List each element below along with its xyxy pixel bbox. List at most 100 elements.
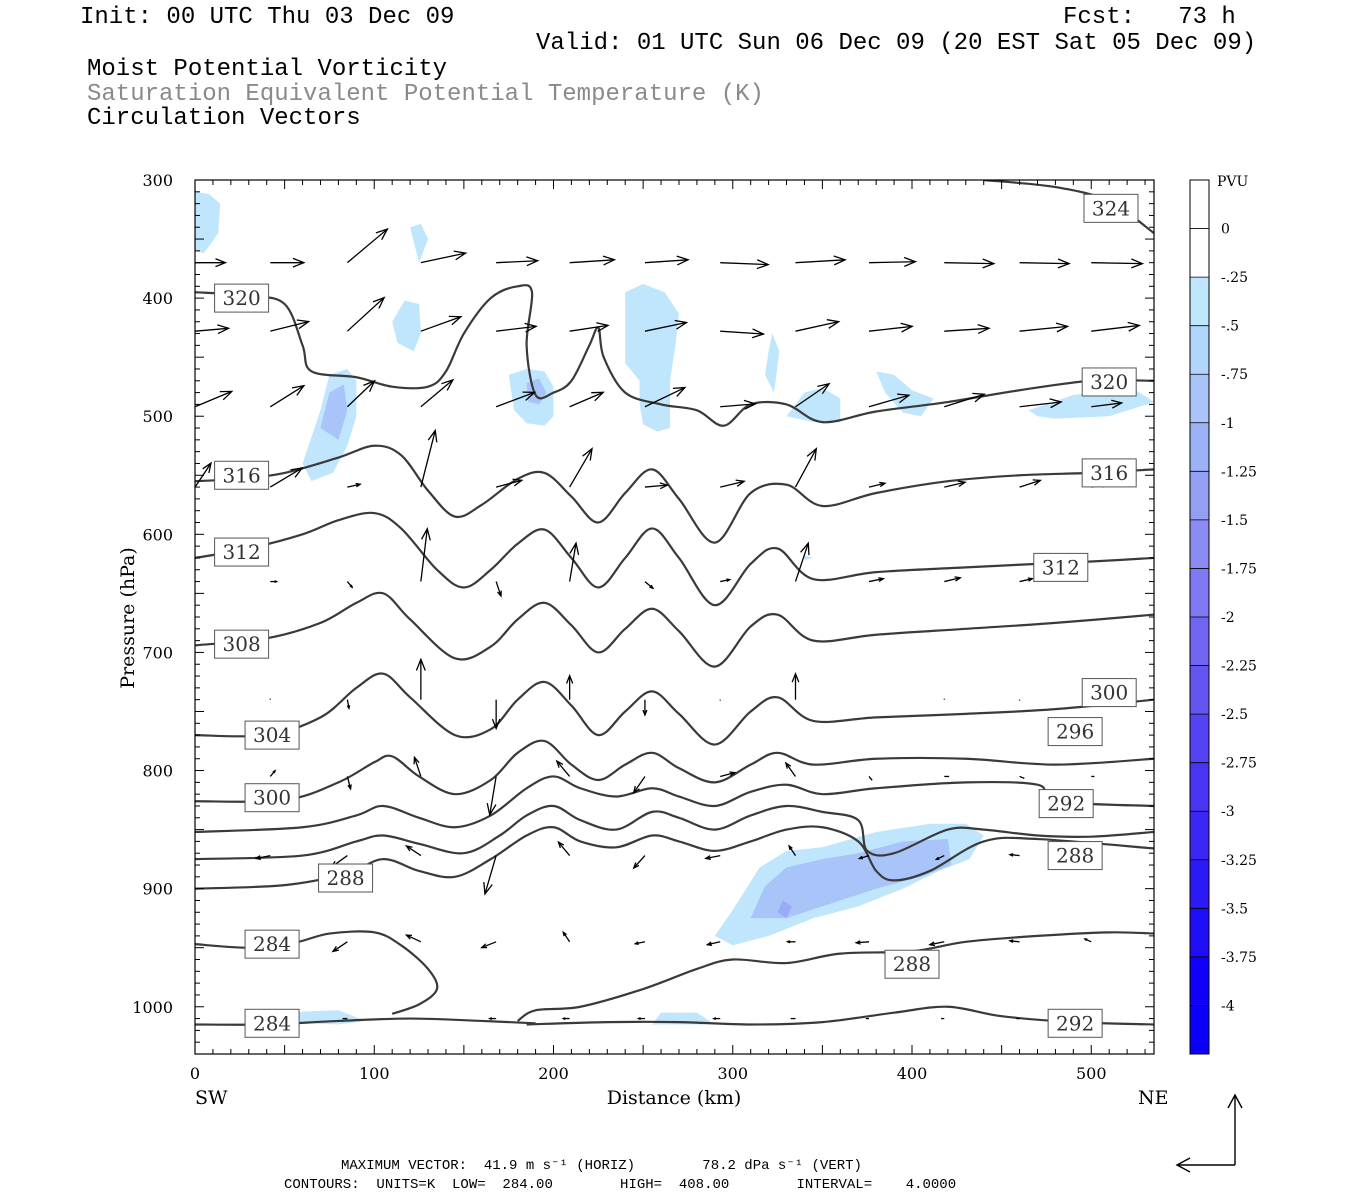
colorbar-tick-label: -3.75 [1221, 950, 1257, 966]
y-tick-label: 800 [142, 762, 173, 781]
circulation-vector [569, 391, 605, 408]
circulation-vector [1019, 577, 1035, 583]
circulation-vector [720, 578, 732, 583]
valid-time: Valid: 01 UTC Sun 06 Dec 09 (20 EST Sat … [536, 30, 1257, 57]
circulation-vector [1019, 258, 1071, 269]
circulation-vector [644, 581, 655, 590]
circulation-vector [269, 384, 306, 408]
circulation-vector [555, 759, 571, 777]
circulation-vector [413, 755, 422, 777]
circulation-vector [569, 447, 593, 488]
circulation-vector [331, 941, 348, 953]
pv-shade-region [750, 839, 952, 919]
circulation-vector [944, 480, 967, 488]
init-time: Init: 00 UTC Thu 03 Dec 09 [80, 4, 455, 31]
circulation-vector [496, 322, 538, 333]
svg-text:316: 316 [223, 463, 261, 487]
y-tick-label: 400 [142, 289, 173, 308]
colorbar-swatch [1190, 665, 1209, 715]
circulation-vector [420, 250, 468, 264]
colorbar-tick-label: -1 [1221, 416, 1235, 432]
x-tick-label: 200 [538, 1064, 569, 1083]
pv-shade-region [392, 300, 421, 352]
circulation-vector [346, 379, 376, 408]
colorbar-swatch [1190, 956, 1209, 1006]
circulation-vector [720, 479, 746, 488]
colorbar-swatch [1190, 617, 1209, 666]
svg-text:284: 284 [253, 932, 291, 956]
circulation-vector [784, 761, 797, 777]
circulation-vector [486, 776, 497, 817]
pv-colorbar: 0 -.25 -.5 -.75 -1 -1.25 -1.5 -1.75 -2 -2.25 -2.5 -… [1189, 179, 1257, 1055]
svg-text:312: 312 [223, 540, 261, 564]
svg-text:320: 320 [1090, 370, 1128, 394]
svg-text:300: 300 [253, 786, 291, 810]
pv-shade-region [777, 900, 792, 919]
circulation-vector [636, 1017, 645, 1020]
colorbar-tick-label: -2 [1221, 610, 1235, 626]
theta-contour-292 [195, 804, 1154, 861]
circulation-vector [704, 854, 721, 861]
circulation-vector [642, 699, 648, 717]
circulation-vector [944, 258, 996, 269]
circulation-vector [568, 541, 580, 582]
circulation-vector [1019, 775, 1025, 779]
circulation-vector [420, 315, 463, 332]
colorbar-swatch [1190, 568, 1209, 617]
circulation-vector [712, 1017, 721, 1020]
circulation-vector [1008, 939, 1020, 943]
circulation-vector [1019, 322, 1070, 333]
circulation-vector [491, 699, 501, 731]
svg-text:312: 312 [1042, 555, 1080, 579]
circulation-vector [569, 255, 617, 266]
contour-label: 324 [1083, 193, 1139, 223]
colorbar-swatch [1190, 374, 1209, 423]
pv-shade-region [786, 387, 841, 423]
contour-label: 296 [1047, 717, 1103, 747]
contour-label: 288 [1047, 841, 1103, 871]
contour-label: 320 [1081, 367, 1137, 397]
circulation-vector [420, 428, 438, 488]
contour-label: 288 [884, 949, 940, 979]
contour-label-layer: 324 320 320 316 316 312 312 308 300 304 296 300 292 2… [214, 193, 1139, 1038]
svg-text:296: 296 [1056, 720, 1094, 744]
circulation-vector [420, 378, 455, 408]
x-tick-label: 0 [190, 1064, 200, 1083]
colorbar-tick-label: -.25 [1221, 270, 1248, 286]
theta-contour-300 [195, 739, 1154, 803]
circulation-vector [346, 227, 389, 264]
ne-end-label: NE [1138, 1087, 1169, 1109]
colorbar-swatch [1190, 422, 1209, 472]
circulation-vector [633, 941, 646, 945]
colorbar-tick-label: -1.25 [1221, 464, 1257, 480]
circulation-vector [346, 581, 354, 589]
colorbar-tick-label: -2.5 [1221, 707, 1248, 723]
circulation-vector [795, 319, 841, 332]
circulation-vector [868, 577, 886, 583]
theta-contour-320 [195, 284, 1154, 427]
y-tick-label: 500 [142, 407, 173, 426]
circulation-vector [644, 482, 670, 490]
colorbar-tick-label: -.75 [1221, 367, 1248, 383]
circulation-vector [254, 854, 271, 861]
colorbar-tick-label: -2.75 [1221, 756, 1257, 772]
circulation-vector [1083, 938, 1092, 943]
contour-info-note: CONTOURS: UNITS=K LOW= 284.00 HIGH= 408.… [284, 1177, 957, 1193]
circulation-vector [1019, 398, 1063, 409]
circulation-vector [496, 256, 540, 267]
pv-shade-region [195, 191, 221, 254]
circulation-vector [868, 776, 873, 781]
circulation-vector [420, 527, 431, 582]
circulation-vector [944, 323, 991, 335]
contour-label: 300 [244, 783, 300, 813]
circulation-vector [644, 255, 690, 266]
circulation-vector [404, 934, 422, 943]
circulation-vector [720, 259, 770, 270]
circulation-vector [857, 854, 870, 860]
circulation-vector [1091, 399, 1124, 409]
circulation-vector [794, 541, 810, 582]
circulation-vector [720, 771, 737, 778]
circulation-vector [785, 940, 796, 944]
sw-end-label: SW [195, 1087, 228, 1109]
colorbar-swatch [1190, 908, 1209, 957]
